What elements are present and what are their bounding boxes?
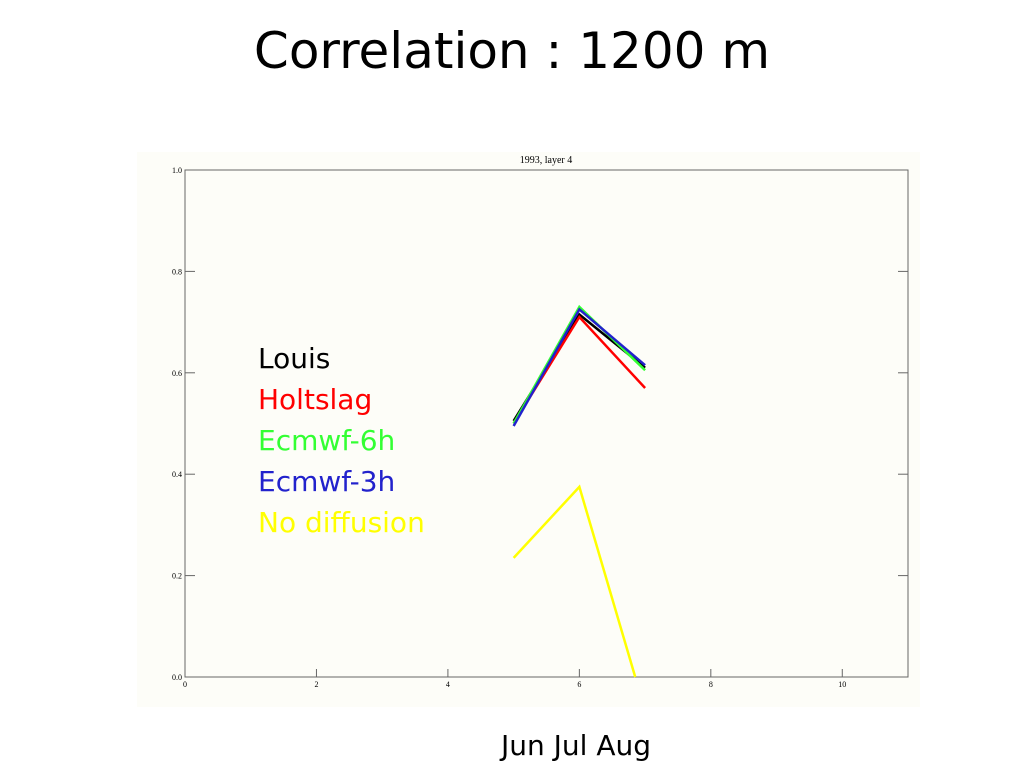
x-tick-label: 4 <box>446 680 450 689</box>
x-tick-label: 6 <box>577 680 581 689</box>
plot-panel <box>137 152 920 707</box>
y-tick-label: 0.2 <box>172 572 182 581</box>
chart-title: 1993, layer 4 <box>520 155 573 166</box>
legend-entry: Ecmwf-3h <box>258 465 395 498</box>
legend-entry: Louis <box>258 342 330 375</box>
slide-title: Correlation : 1200 m <box>254 22 770 80</box>
legend-entry: Ecmwf-6h <box>258 424 395 457</box>
x-tick-label: 10 <box>838 680 846 689</box>
series-line <box>512 307 646 427</box>
y-tick-label: 0.6 <box>172 369 182 378</box>
y-tick-label: 0.0 <box>172 673 182 682</box>
x-tick-label: 8 <box>709 680 713 689</box>
series-line <box>512 484 637 678</box>
x-tick-label: 2 <box>314 680 318 689</box>
y-tick-label: 0.4 <box>172 470 182 479</box>
plot-frame <box>184 169 909 678</box>
x-axis-label: Jun Jul Aug <box>499 729 651 762</box>
legend-entry: No diffusion <box>258 506 425 539</box>
y-tick-label: 0.8 <box>172 267 182 276</box>
x-tick-label: 0 <box>183 680 187 689</box>
y-tick-label: 1.0 <box>172 166 182 175</box>
legend-entry: Holtslag <box>258 383 372 416</box>
